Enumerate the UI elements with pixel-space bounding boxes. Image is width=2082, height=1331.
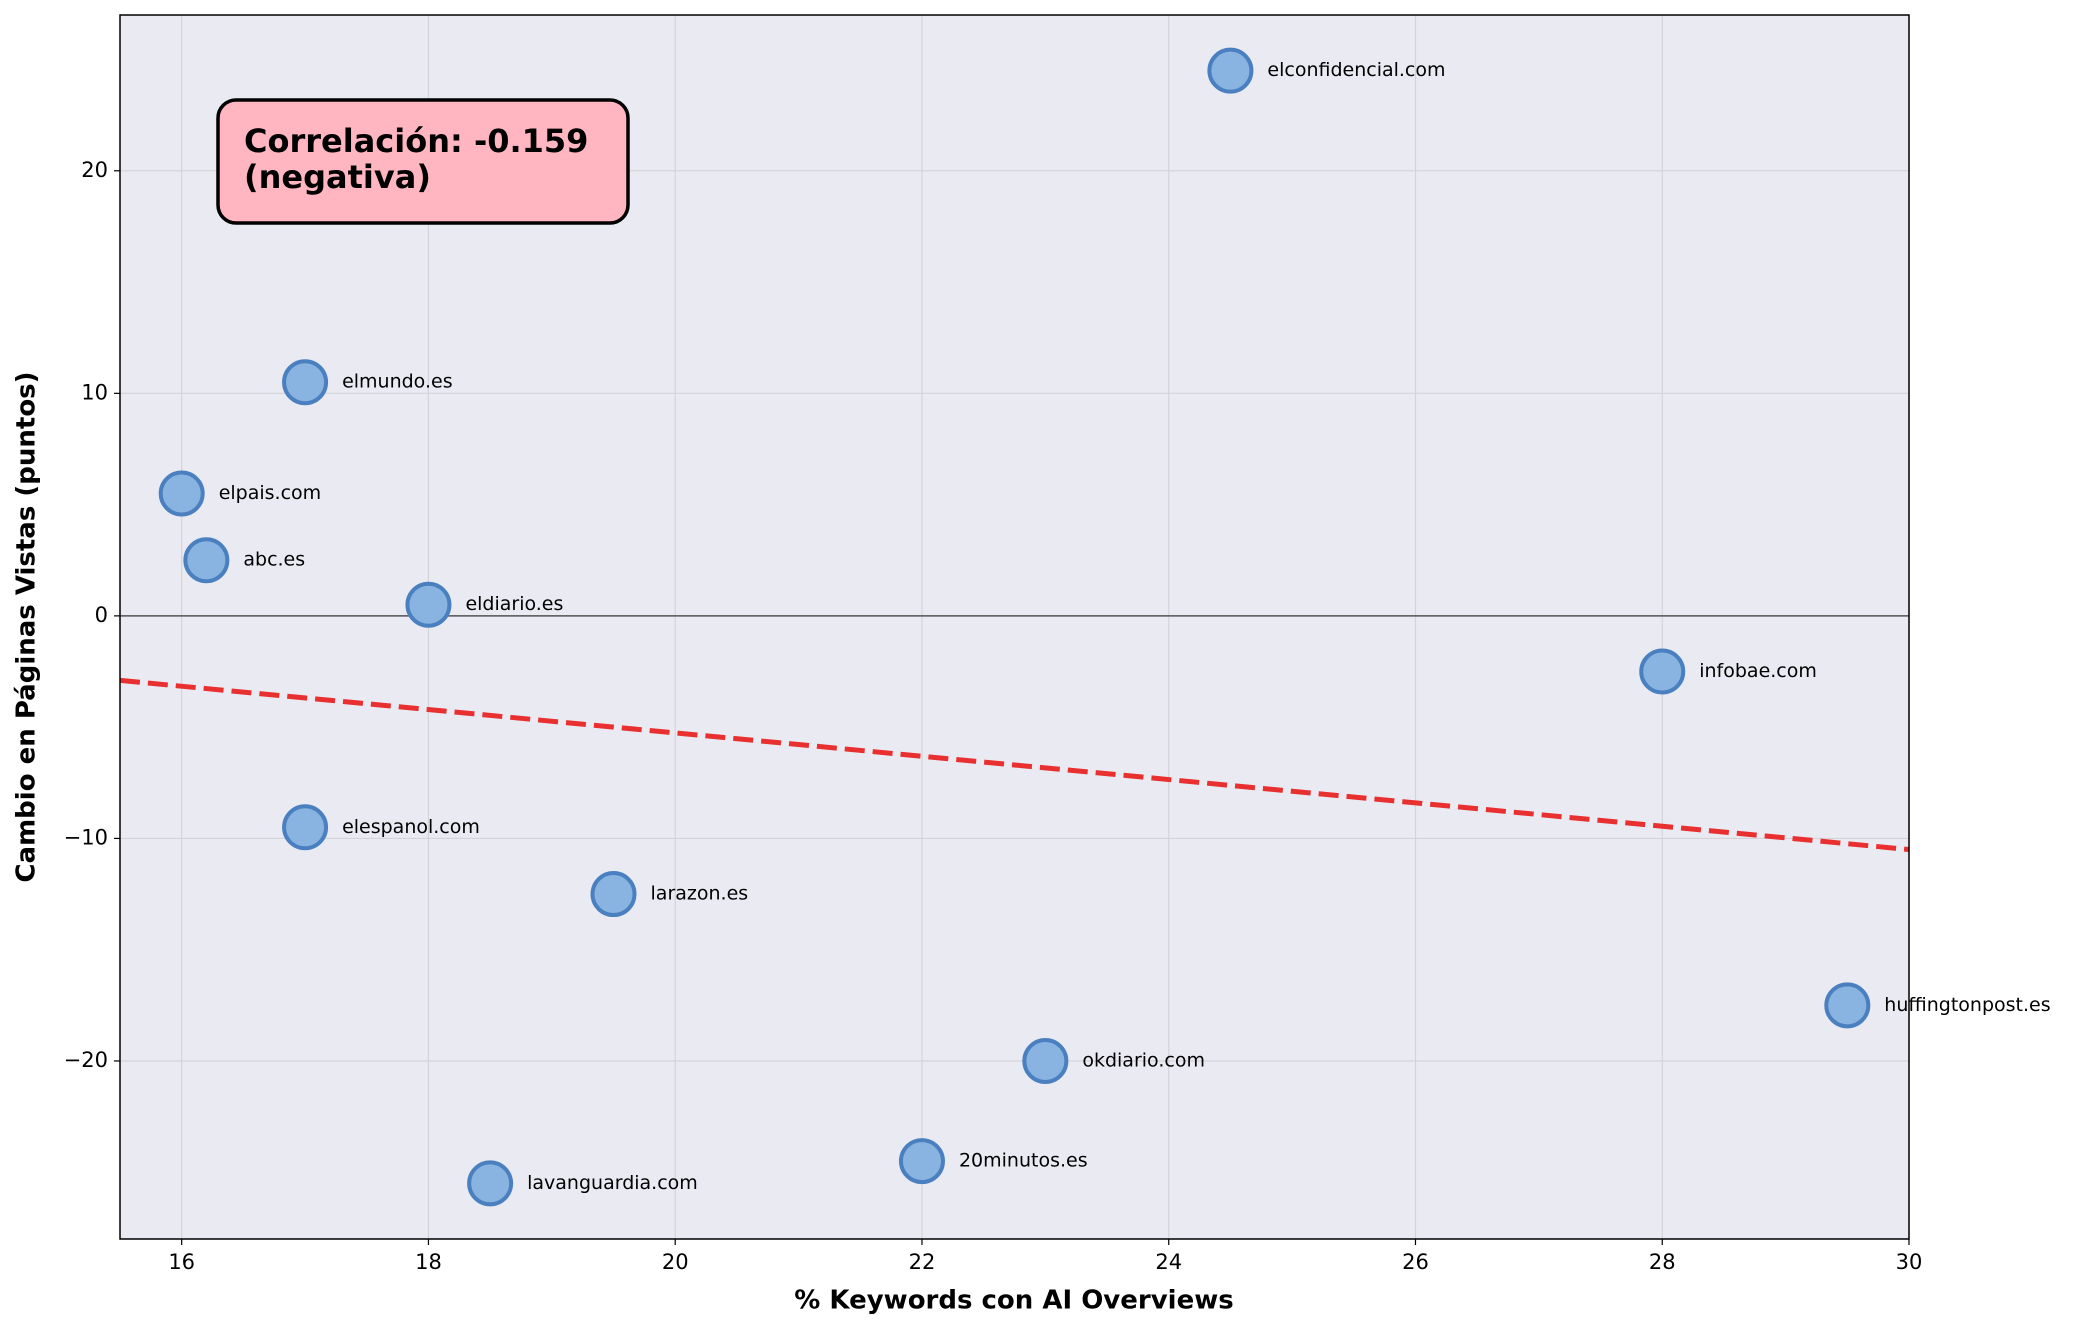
point (1639, 648, 1686, 695)
point (405, 581, 452, 628)
point-label: infobae.com (1699, 660, 1817, 682)
point (590, 871, 637, 918)
point-label: okdiario.com (1082, 1049, 1205, 1071)
point-label: huffingtonpost.es (1884, 994, 2050, 1016)
x-tick-label: 28 (1649, 1250, 1676, 1274)
y-tick-label: 20 (81, 158, 108, 182)
x-tick-label: 30 (1896, 1250, 1923, 1274)
point (158, 470, 205, 517)
point-label: lavanguardia.com (527, 1172, 698, 1194)
point (183, 537, 230, 584)
point-label: elmundo.es (342, 371, 453, 393)
x-tick-label: 22 (909, 1250, 936, 1274)
annotation-line: (negativa) (244, 158, 431, 196)
annotation-line: Correlación: -0.159 (244, 122, 588, 160)
point (1824, 982, 1871, 1029)
y-tick-label: −10 (64, 825, 108, 849)
point-label: eldiario.es (465, 593, 563, 615)
point (1022, 1037, 1069, 1084)
content: 16 18 20 22 24 26 28 30 −20 −10 0 10 20 elconfidencia… (64, 47, 2051, 1274)
x-tick-label: 16 (168, 1250, 195, 1274)
y-tick-label: 10 (81, 380, 108, 404)
y-axis-label: Cambio en Páginas Vistas (puntos) (12, 371, 42, 882)
point-label: elconfidencial.com (1267, 59, 1445, 81)
y-tick-label: 0 (95, 603, 108, 627)
x-tick-label: 20 (662, 1250, 689, 1274)
annotation-box (216, 98, 630, 225)
point-label: abc.es (243, 549, 305, 571)
y-tick-label: −20 (64, 1048, 108, 1072)
point (898, 1138, 945, 1185)
trend-line (119, 677, 1910, 853)
point (467, 1160, 514, 1207)
x-tick-label: 24 (1155, 1250, 1182, 1274)
point-label: larazon.es (651, 883, 749, 905)
point-label: elpais.com (219, 482, 321, 504)
point (282, 359, 329, 406)
x-tick-label: 26 (1402, 1250, 1429, 1274)
x-tick-label: 18 (415, 1250, 442, 1274)
point (282, 804, 329, 851)
point (1207, 47, 1254, 94)
point-label: 20minutos.es (959, 1150, 1088, 1172)
x-axis-label: % Keywords con AI Overviews (794, 1286, 1233, 1316)
point-label: elespanol.com (342, 816, 480, 838)
plot-frame (119, 14, 1910, 1240)
